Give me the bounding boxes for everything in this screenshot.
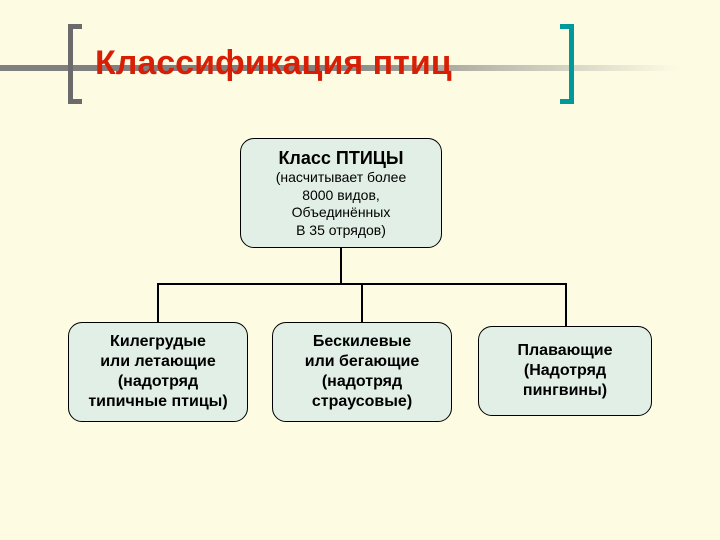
root-line-1: Класс ПТИЦЫ [278, 147, 403, 170]
connector-drop-1 [157, 283, 159, 322]
child2-line-3: (надотряд [322, 372, 402, 392]
title-bracket-right [560, 24, 574, 104]
child2-line-1: Бескилевые [313, 332, 411, 352]
tree-child-node-1: Килегрудые или летающие (надотряд типичн… [68, 322, 248, 422]
child2-line-2: или бегающие [305, 352, 420, 372]
slide: Классификация птиц Класс ПТИЦЫ (насчитыв… [0, 0, 720, 540]
connector-drop-3 [565, 283, 567, 326]
root-line-4: Объединённых [292, 204, 391, 222]
title-bracket-left [68, 24, 82, 104]
child1-line-2: или летающие [100, 352, 216, 372]
child1-line-1: Килегрудые [110, 332, 206, 352]
tree-child-node-3: Плавающие (Надотряд пингвины) [478, 326, 652, 416]
child1-line-4: типичные птицы) [88, 392, 227, 412]
slide-title: Классификация птиц [95, 44, 452, 83]
tree-root-node: Класс ПТИЦЫ (насчитывает более 8000 видо… [240, 138, 442, 248]
connector-drop-2 [361, 283, 363, 322]
child3-line-3: пингвины) [523, 381, 607, 401]
child3-line-2: (Надотряд [524, 361, 606, 381]
tree-child-node-2: Бескилевые или бегающие (надотряд страус… [272, 322, 452, 422]
root-line-3: 8000 видов, [302, 187, 380, 205]
root-line-2: (насчитывает более [276, 169, 407, 187]
child2-line-4: страусовые) [312, 392, 412, 412]
child1-line-3: (надотряд [118, 372, 198, 392]
child3-line-1: Плавающие [518, 341, 613, 361]
connector-trunk [340, 248, 342, 283]
root-line-5: В 35 отрядов) [296, 222, 386, 240]
